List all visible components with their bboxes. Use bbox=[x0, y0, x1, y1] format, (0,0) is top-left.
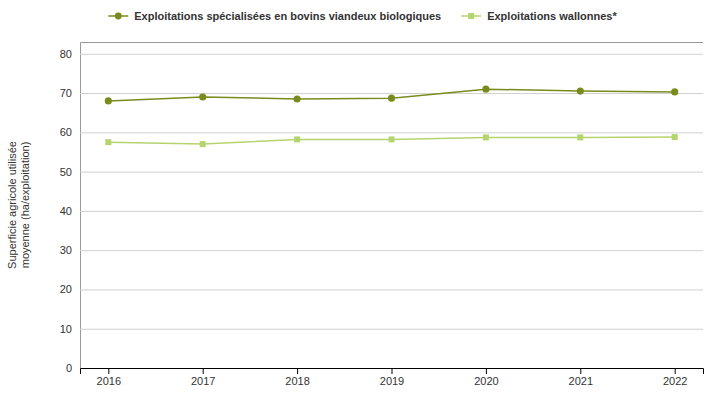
x-tick-label: 2021 bbox=[569, 375, 593, 387]
tick-mark bbox=[675, 368, 676, 374]
y-tick-label: 50 bbox=[60, 166, 72, 178]
line bbox=[108, 137, 674, 144]
y-axis-line bbox=[81, 43, 704, 369]
x-axis: 2016 2017 2018 2019 2020 2021 2022 bbox=[81, 368, 704, 387]
grid-line bbox=[80, 54, 703, 55]
point bbox=[577, 88, 584, 95]
x-tick: 2016 bbox=[97, 368, 121, 387]
y-tick: 30 bbox=[60, 244, 703, 256]
x-tick-label: 2016 bbox=[97, 375, 121, 387]
legend-item: Exploitations wallonnes* bbox=[461, 10, 617, 22]
series bbox=[105, 134, 677, 147]
y-tick-label: 0 bbox=[66, 362, 72, 374]
tick-mark bbox=[580, 368, 581, 374]
grid-line bbox=[80, 172, 703, 173]
y-tick: 60 bbox=[60, 126, 703, 138]
y-tick: 10 bbox=[60, 323, 703, 335]
y-tick-label: 60 bbox=[60, 126, 72, 138]
tick-mark bbox=[108, 368, 109, 374]
y-tick: 40 bbox=[60, 205, 703, 217]
point bbox=[577, 134, 583, 140]
point bbox=[389, 136, 395, 142]
legend-label: Exploitations wallonnes* bbox=[487, 10, 617, 22]
y-axis: 0 10 20 30 40 50 60 70 80 bbox=[60, 43, 703, 375]
point bbox=[671, 88, 678, 95]
x-tick: 2017 bbox=[191, 368, 215, 387]
grid-line bbox=[80, 250, 703, 251]
chart-container: Exploitations spécialisées en bovins via… bbox=[0, 0, 725, 400]
grid-line bbox=[80, 211, 703, 212]
tick-mark bbox=[486, 368, 487, 374]
series bbox=[105, 86, 678, 105]
line bbox=[108, 89, 674, 101]
x-tick: 2020 bbox=[474, 368, 498, 387]
x-tick-label: 2018 bbox=[285, 375, 309, 387]
point bbox=[199, 93, 206, 100]
legend-marker bbox=[115, 13, 122, 20]
grid-line bbox=[80, 93, 703, 94]
point bbox=[482, 86, 489, 93]
x-tick: 2018 bbox=[285, 368, 309, 387]
y-tick-label: 20 bbox=[60, 283, 72, 295]
x-tick-label: 2019 bbox=[380, 375, 404, 387]
point bbox=[388, 95, 395, 102]
plot: 0 10 20 30 40 50 60 70 80 2016 2017 2018 2019 2020 202… bbox=[60, 43, 704, 387]
x-tick-label: 2020 bbox=[474, 375, 498, 387]
x-axis-line bbox=[81, 369, 704, 375]
legend-marker bbox=[468, 13, 474, 19]
y-tick: 50 bbox=[60, 166, 703, 178]
marks bbox=[105, 86, 678, 148]
y-tick-label: 40 bbox=[60, 205, 72, 217]
legend-label: Exploitations spécialisées en bovins via… bbox=[134, 10, 441, 22]
point bbox=[200, 141, 206, 147]
x-tick-label: 2017 bbox=[191, 375, 215, 387]
y-tick-label: 70 bbox=[60, 87, 72, 99]
tick-mark bbox=[392, 368, 393, 374]
y-tick: 70 bbox=[60, 87, 703, 99]
point bbox=[483, 134, 489, 140]
tick-mark bbox=[203, 368, 204, 374]
y-tick-label: 10 bbox=[60, 323, 72, 335]
chart: Exploitations spécialisées en bovins via… bbox=[0, 0, 725, 400]
point bbox=[105, 139, 111, 145]
legend: Exploitations spécialisées en bovins via… bbox=[108, 10, 617, 22]
point bbox=[105, 97, 112, 104]
y-axis-title: Superficie agricole utiliséemoyenne (ha/… bbox=[6, 141, 31, 269]
tick-mark bbox=[297, 368, 298, 374]
y-tick-label: 30 bbox=[60, 244, 72, 256]
x-tick-label: 2022 bbox=[663, 375, 687, 387]
grid-line bbox=[80, 132, 703, 133]
point bbox=[294, 95, 301, 102]
y-tick-label: 80 bbox=[60, 48, 72, 60]
x-tick: 2022 bbox=[663, 368, 687, 387]
point bbox=[294, 136, 300, 142]
legend-item: Exploitations spécialisées en bovins via… bbox=[108, 10, 441, 22]
grid-line bbox=[80, 329, 703, 330]
x-tick: 2021 bbox=[569, 368, 593, 387]
y-tick: 0 bbox=[66, 362, 703, 374]
point bbox=[672, 134, 678, 140]
grid-line bbox=[80, 289, 703, 290]
y-tick: 80 bbox=[60, 48, 703, 60]
x-tick: 2019 bbox=[380, 368, 404, 387]
y-tick: 20 bbox=[60, 283, 703, 295]
